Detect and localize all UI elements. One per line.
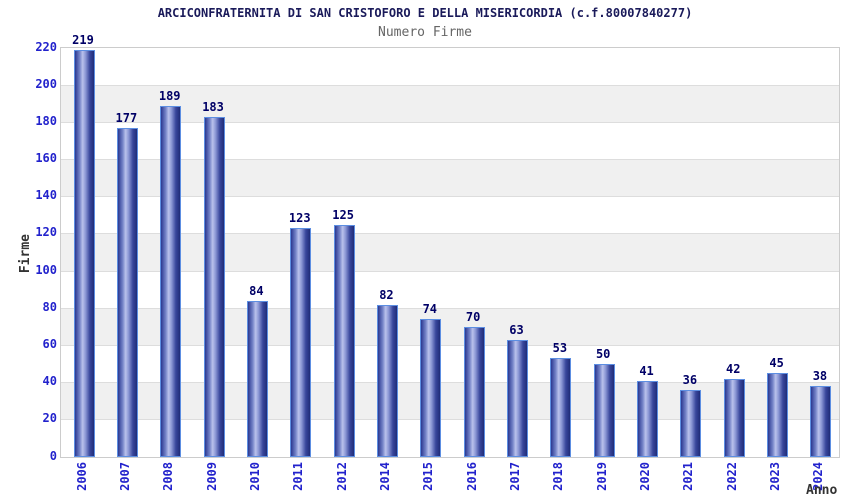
x-tick-label: 2015 [421, 462, 436, 491]
y-tick-label: 200 [35, 76, 57, 91]
x-tick-label: 2011 [291, 462, 306, 491]
y-tick-label: 140 [35, 188, 57, 203]
bar-value-label: 36 [682, 373, 698, 387]
bar [767, 373, 789, 457]
bar-value-label: 45 [769, 356, 784, 370]
x-tick-label: 2018 [551, 462, 566, 491]
bar [203, 117, 225, 457]
bar-value-label: 84 [249, 284, 264, 298]
y-tick-label: 40 [42, 374, 57, 389]
bar [290, 228, 312, 457]
x-tick-label: 2010 [247, 462, 262, 491]
bar [420, 319, 442, 457]
bar [637, 381, 659, 457]
plot-area [60, 47, 840, 458]
grid-band [61, 85, 839, 123]
bar-value-label: 42 [726, 362, 741, 376]
x-tick-label: 2021 [681, 462, 696, 491]
grid-band [61, 271, 839, 309]
chart-subtitle: Numero Firme [378, 25, 472, 40]
bar [810, 386, 832, 457]
bar-value-label: 50 [595, 347, 611, 361]
x-tick-label: 2014 [377, 462, 392, 491]
bar-value-label: 189 [158, 89, 181, 103]
bar [376, 305, 398, 457]
grid-band [61, 345, 839, 383]
bar [463, 327, 485, 457]
y-tick-label: 160 [35, 151, 57, 166]
grid-band [61, 419, 839, 457]
bar [116, 128, 138, 457]
bar [246, 301, 268, 457]
gridline [61, 159, 839, 161]
y-tick-label: 120 [35, 225, 57, 240]
x-tick-label: 2008 [161, 462, 176, 491]
gridline [61, 419, 839, 421]
grid-band [61, 196, 839, 234]
bar-value-label: 123 [288, 211, 311, 225]
gridline [61, 121, 839, 123]
bar [680, 390, 702, 457]
grid-band [61, 233, 839, 272]
grid-band [61, 48, 839, 86]
x-tick-label: 2023 [768, 462, 783, 491]
y-tick-label: 0 [49, 448, 57, 463]
y-tick-label: 20 [42, 411, 57, 426]
y-tick-label: 220 [35, 39, 57, 54]
y-tick-label: 180 [35, 113, 57, 128]
bar [593, 364, 615, 457]
gridline [61, 196, 839, 198]
x-tick-label: 2022 [724, 462, 739, 491]
bar-value-label: 63 [509, 323, 524, 337]
x-tick-label: 2017 [508, 462, 522, 491]
bar-value-label: 177 [115, 111, 138, 125]
x-tick-label: 2019 [594, 462, 609, 491]
bar-value-label: 74 [422, 302, 438, 316]
bar [550, 358, 572, 457]
bar-value-label: 125 [332, 208, 354, 222]
y-tick-label: 60 [42, 336, 57, 351]
gridline [61, 307, 839, 309]
bar-value-label: 183 [202, 100, 224, 114]
bar-value-label: 38 [812, 369, 828, 383]
grid-band [61, 159, 839, 197]
grid-band [61, 122, 839, 160]
bar [333, 225, 355, 457]
x-tick-label: 2016 [464, 462, 479, 491]
x-tick-label: 2006 [74, 462, 89, 491]
gridline [61, 382, 839, 384]
bar-value-label: 53 [552, 341, 568, 355]
bar [73, 50, 95, 457]
gridline [61, 270, 839, 272]
bar [507, 340, 528, 457]
bar-value-label: 82 [379, 288, 394, 302]
gridline [61, 84, 839, 86]
grid-band [61, 308, 839, 346]
chart-title: ARCICONFRATERNITA DI SAN CRISTOFORO E DE… [157, 6, 693, 20]
x-axis-title: Anno [806, 483, 838, 498]
x-tick-label: 2007 [117, 462, 132, 491]
bar [723, 379, 745, 457]
gridline [61, 233, 839, 235]
x-tick-label: 2012 [334, 462, 349, 491]
y-tick-label: 80 [42, 299, 57, 314]
gridline [61, 344, 839, 346]
bar-value-label: 219 [72, 33, 94, 47]
bar [160, 106, 182, 457]
grid-band [61, 382, 839, 420]
bar-value-label: 70 [465, 310, 481, 324]
x-tick-label: 2009 [204, 462, 219, 491]
y-tick-label: 100 [35, 262, 57, 277]
x-tick-label: 2020 [638, 462, 653, 491]
bar-value-label: 41 [639, 364, 654, 378]
